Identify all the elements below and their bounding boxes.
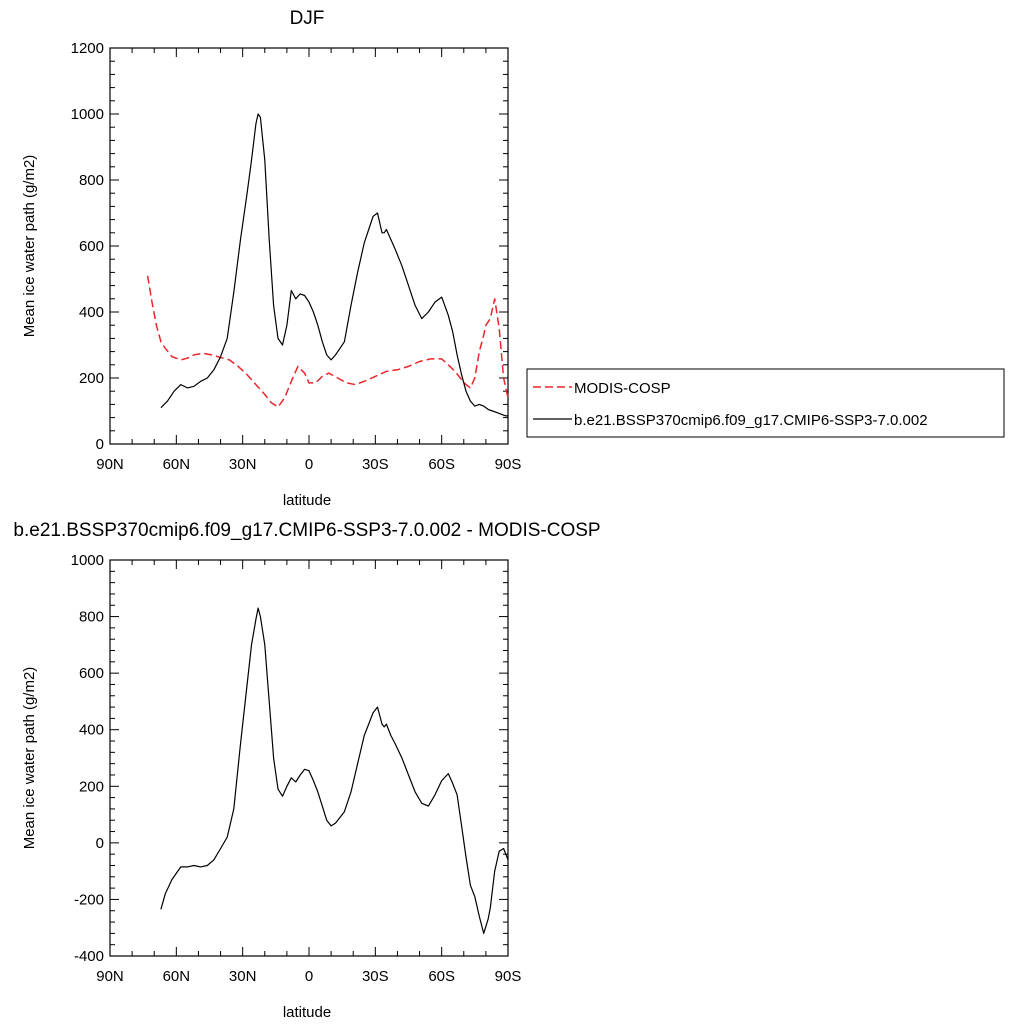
chart-title: b.e21.BSSP370cmip6.f09_g17.CMIP6-SSP3-7.… — [13, 520, 600, 541]
x-tick-label: 90S — [495, 456, 522, 473]
y-tick-label: 600 — [79, 665, 104, 682]
x-tick-label: 60S — [428, 968, 455, 985]
y-tick-label: -200 — [74, 891, 104, 908]
series-line-model — [160, 113, 508, 417]
y-tick-label: 0 — [96, 835, 104, 852]
chart-bottom: b.e21.BSSP370cmip6.f09_g17.CMIP6-SSP3-7.… — [13, 520, 600, 1021]
y-tick-label: 400 — [79, 722, 104, 739]
x-tick-label: 30N — [229, 456, 257, 473]
y-tick-label: 800 — [79, 172, 104, 189]
y-axis-label: Mean ice water path (g/m2) — [21, 155, 38, 338]
legend: MODIS-COSP b.e21.BSSP370cmip6.f09_g17.CM… — [526, 368, 1005, 438]
series-line-modis — [146, 275, 509, 408]
y-tick-label: 0 — [96, 436, 104, 453]
y-tick-label: 200 — [79, 370, 104, 387]
x-tick-label: 60N — [163, 456, 191, 473]
series-group — [160, 607, 509, 935]
y-tick-label: 600 — [79, 238, 104, 255]
legend-label-modis: MODIS-COSP — [574, 380, 671, 397]
x-tick-label: 30N — [229, 968, 257, 985]
plot-frame — [109, 559, 509, 957]
x-axis-label: latitude — [283, 492, 331, 509]
y-tick-label: 800 — [79, 609, 104, 626]
legend-label-model: b.e21.BSSP370cmip6.f09_g17.CMIP6-SSP3-7.… — [574, 412, 928, 429]
x-tick-label: 90S — [495, 968, 522, 985]
y-tick-label: -400 — [74, 948, 104, 965]
x-tick-label: 30S — [362, 456, 389, 473]
x-axis: 90N 60N 30N 0 30S 60S 90S — [96, 48, 521, 473]
x-axis: 90N 60N 30N 0 30S 60S 90S — [96, 560, 521, 985]
y-tick-label: 1000 — [71, 552, 104, 569]
y-tick-label: 1000 — [71, 106, 104, 123]
x-tick-label: 0 — [305, 456, 313, 473]
series-line-model — [160, 607, 509, 935]
series-group — [146, 113, 509, 417]
chart-top: DJF 0 200 400 600 800 1000 1200 90N 60N 30N 0 30S 6… — [21, 8, 521, 509]
y-axis: 0 200 400 600 800 1000 1200 — [71, 40, 508, 453]
y-axis: -400 -200 0 200 400 600 800 1000 — [71, 552, 508, 965]
x-tick-label: 90N — [96, 456, 124, 473]
chart-title: DJF — [290, 8, 325, 29]
y-tick-label: 200 — [79, 778, 104, 795]
plot-frame — [109, 47, 509, 445]
x-tick-label: 60S — [428, 456, 455, 473]
x-tick-label: 0 — [305, 968, 313, 985]
legend-frame — [526, 368, 1005, 438]
x-tick-label: 90N — [96, 968, 124, 985]
x-axis-label: latitude — [283, 1004, 331, 1021]
y-axis-label: Mean ice water path (g/m2) — [21, 667, 38, 850]
y-tick-label: 400 — [79, 304, 104, 321]
x-tick-label: 30S — [362, 968, 389, 985]
y-tick-label: 1200 — [71, 40, 104, 57]
x-tick-label: 60N — [163, 968, 191, 985]
